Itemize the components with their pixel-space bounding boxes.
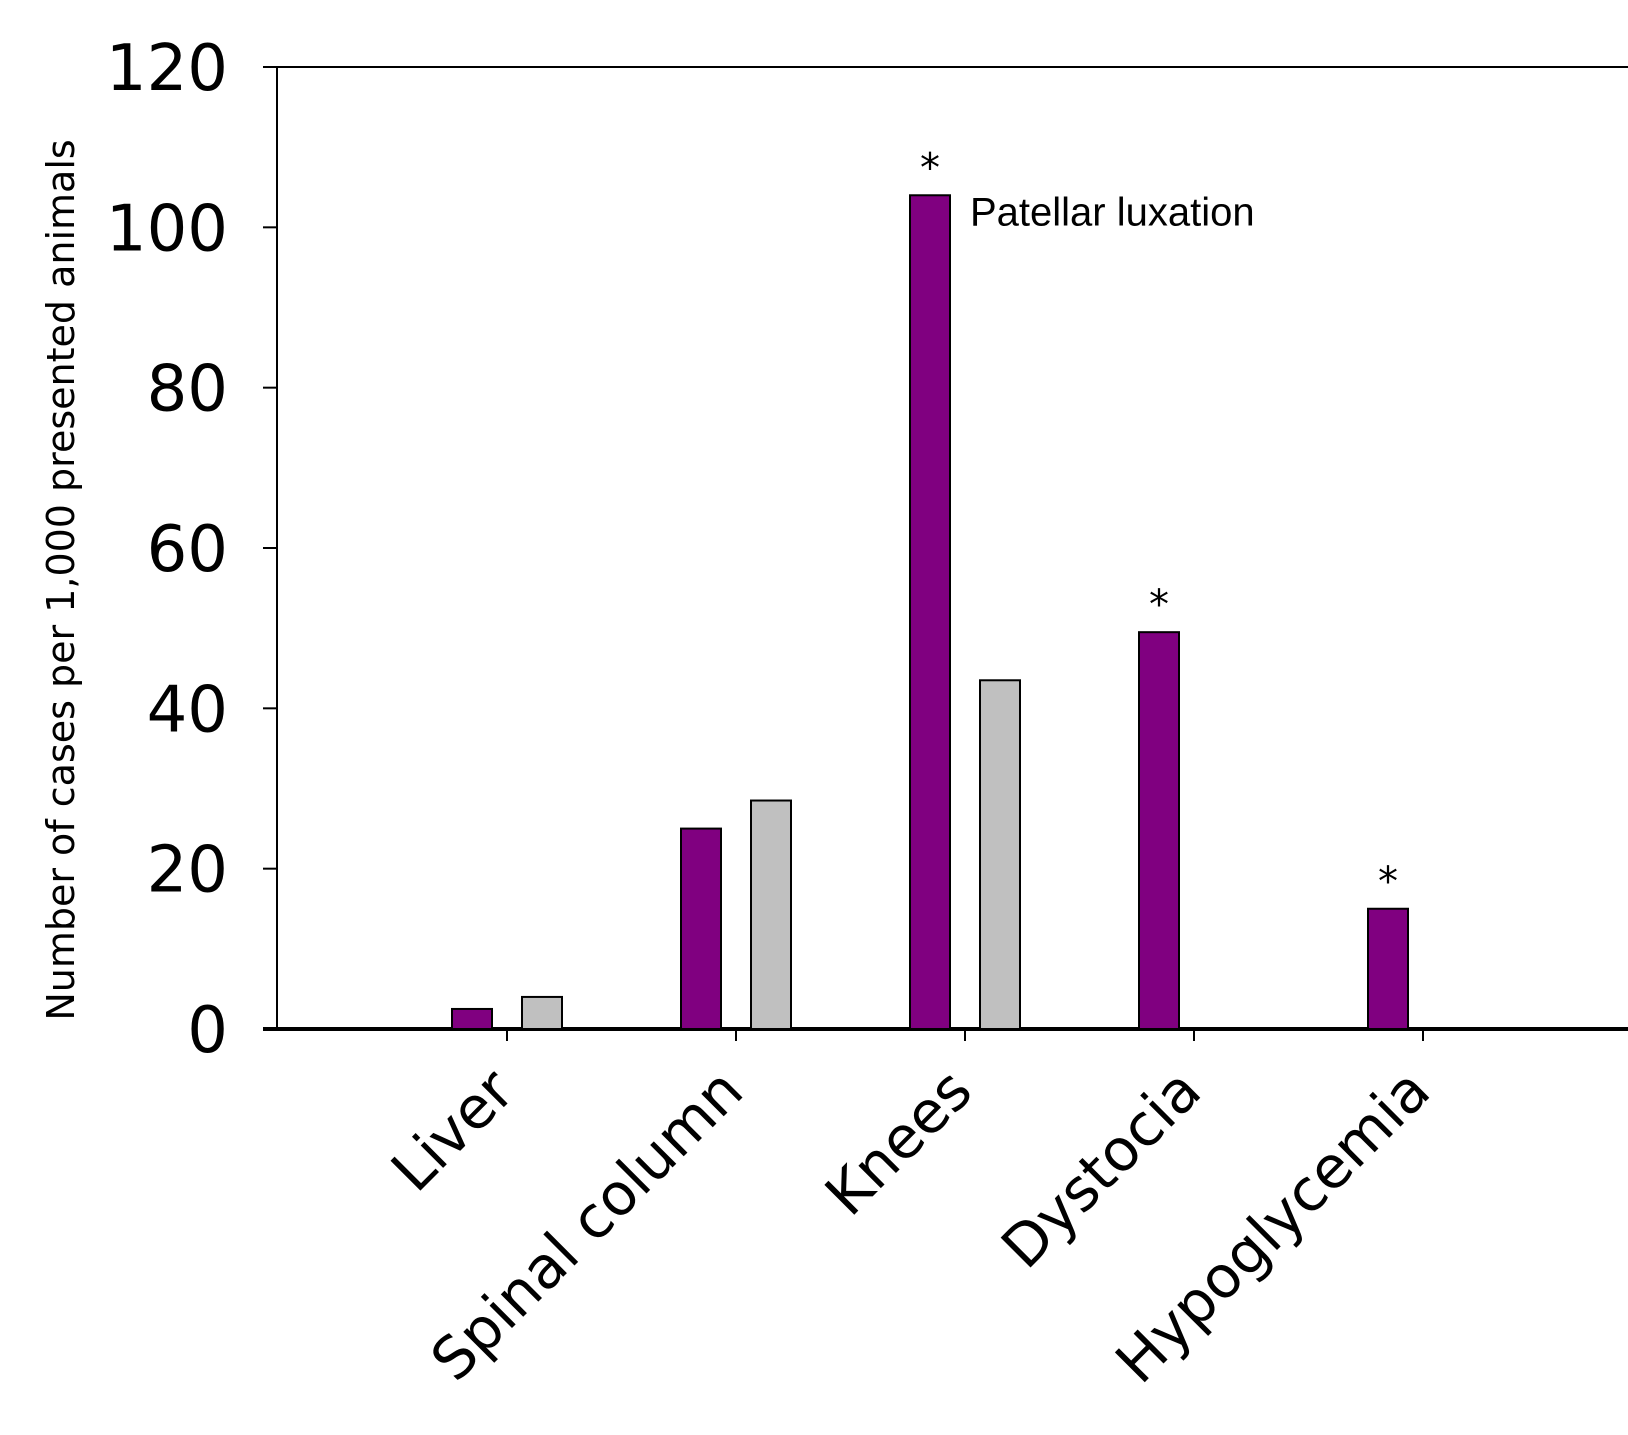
x-tick-label: Dystocia [988, 1056, 1214, 1282]
y-tick-label: 100 [106, 192, 228, 266]
x-tick-label: Liver [378, 1056, 527, 1205]
y-tick-label: 120 [106, 32, 228, 106]
significance-star: * [920, 145, 940, 191]
bar-spinal-column-series-1 [680, 827, 722, 1030]
y-tick-label: 80 [147, 353, 228, 427]
y-tick-label: 0 [187, 994, 228, 1068]
bar-liver-series-1 [451, 1007, 493, 1030]
y-tick-label: 20 [147, 834, 228, 908]
significance-markers: * * * [920, 145, 1398, 904]
annotation-label: Patellar luxation [970, 190, 1255, 234]
significance-star: * [1149, 582, 1169, 628]
bar-series [451, 194, 1409, 1031]
bar-liver-series-2 [521, 995, 563, 1031]
significance-star: * [1378, 859, 1398, 905]
y-axis: 0 20 40 60 80 100 120 [106, 32, 1628, 1068]
bar-hypoglycemia-series-1 [1367, 907, 1409, 1030]
x-tick-label: Knees [812, 1056, 985, 1229]
y-tick-label: 60 [147, 513, 228, 587]
x-axis [263, 1027, 1628, 1041]
bar-spinal-column-series-2 [750, 799, 792, 1031]
bar-dystocia-series-1 [1138, 631, 1180, 1030]
y-axis-title: Number of cases per 1,000 presented anim… [39, 139, 83, 1020]
y-tick-label: 40 [147, 673, 228, 747]
bar-knees-series-2 [979, 679, 1021, 1031]
bar-knees-series-1 [909, 194, 951, 1030]
